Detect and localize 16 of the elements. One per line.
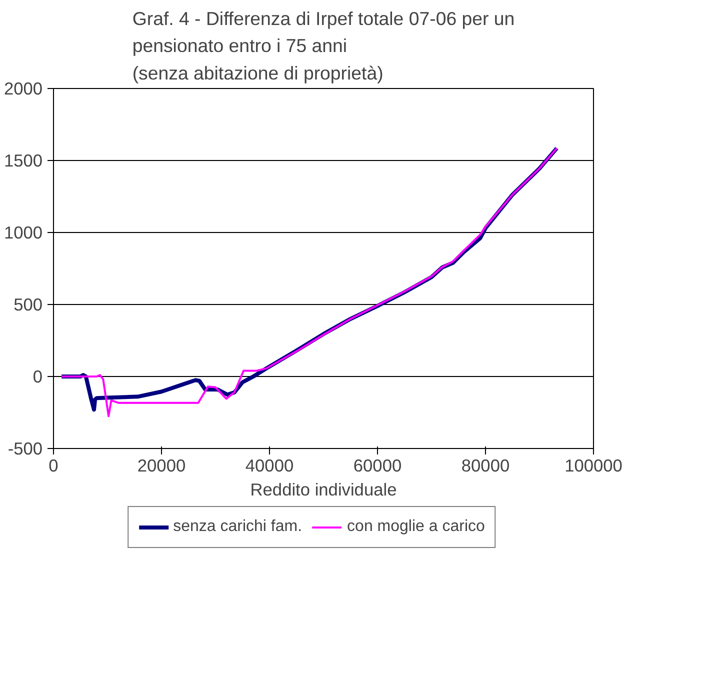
y-tick-label: -500 bbox=[8, 438, 43, 458]
y-tick-label: 0 bbox=[32, 366, 43, 386]
x-axis-title: Reddito individuale bbox=[250, 480, 397, 500]
x-tick-label: 40000 bbox=[245, 456, 294, 476]
x-tick-label: 60000 bbox=[353, 456, 402, 476]
x-tick-label: 20000 bbox=[137, 456, 186, 476]
y-tick-label: 500 bbox=[14, 294, 43, 314]
x-tick-label: 0 bbox=[48, 456, 58, 476]
legend-label: con moglie a carico bbox=[347, 518, 485, 536]
chart-title: Graf. 4 - Differenza di Irpef totale 07-06 per un pensionato entro i 75 anni (senza abitazione di proprietà) bbox=[132, 8, 515, 84]
y-tick-label: 1500 bbox=[4, 150, 43, 170]
y-tick-label: 2000 bbox=[4, 78, 43, 98]
x-tick-label: 80000 bbox=[461, 456, 510, 476]
legend-label: senza carichi fam. bbox=[173, 518, 302, 536]
y-tick-label: 1000 bbox=[4, 222, 43, 242]
x-tick-label: 100000 bbox=[564, 456, 622, 476]
